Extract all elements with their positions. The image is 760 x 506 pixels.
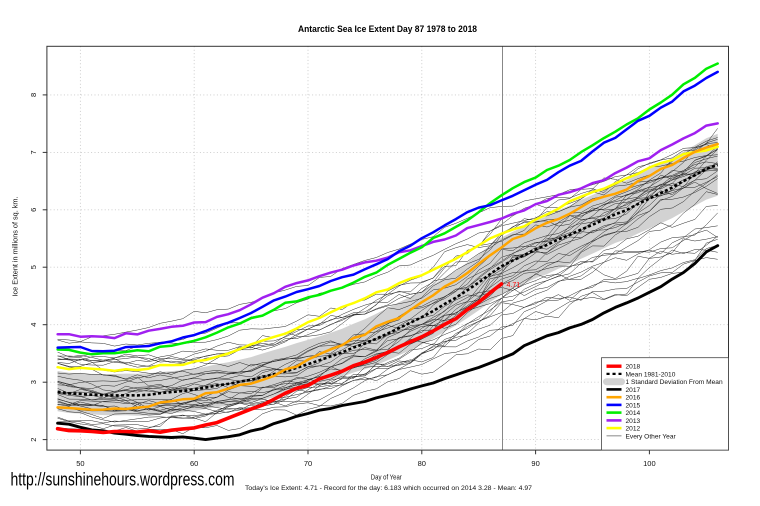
svg-text:90: 90 xyxy=(531,459,539,468)
svg-text:Antarctic Sea Ice Extent Day 8: Antarctic Sea Ice Extent Day 87 1978 to … xyxy=(298,24,477,34)
svg-text:2018: 2018 xyxy=(626,364,641,371)
svg-text:1 Standard Deviation From Mean: 1 Standard Deviation From Mean xyxy=(626,379,723,386)
svg-text:Today's Ice Extent: 4.71 - Re: Today's Ice Extent: 4.71 - Record for th… xyxy=(245,485,532,492)
svg-text:2015: 2015 xyxy=(626,402,641,409)
svg-text:60: 60 xyxy=(190,459,198,468)
svg-text:4.71: 4.71 xyxy=(507,282,521,289)
svg-text:2013: 2013 xyxy=(626,418,641,425)
svg-text:2014: 2014 xyxy=(626,410,641,417)
svg-text:4: 4 xyxy=(29,323,38,327)
svg-text:2012: 2012 xyxy=(626,426,641,433)
svg-text:70: 70 xyxy=(304,459,312,468)
svg-text:5: 5 xyxy=(29,265,38,269)
svg-text:3: 3 xyxy=(29,380,38,384)
svg-text:2016: 2016 xyxy=(626,395,641,402)
svg-text:http://sunshinehours.wordpress: http://sunshinehours.wordpress.com xyxy=(11,469,235,490)
svg-text:7: 7 xyxy=(29,150,38,154)
svg-text:80: 80 xyxy=(418,459,426,468)
svg-text:Every Other Year: Every Other Year xyxy=(626,433,677,440)
svg-text:8: 8 xyxy=(29,93,38,97)
svg-text:2: 2 xyxy=(29,438,38,442)
svg-text:Ice Extent in millions of sq.: Ice Extent in millions of sq. km. xyxy=(13,196,20,296)
svg-text:50: 50 xyxy=(76,459,84,468)
svg-text:100: 100 xyxy=(643,459,656,468)
svg-text:6: 6 xyxy=(29,208,38,212)
svg-text:2017: 2017 xyxy=(626,387,641,394)
svg-text:Mean 1981-2010: Mean 1981-2010 xyxy=(626,371,676,378)
svg-text:Day of Year: Day of Year xyxy=(371,472,402,481)
